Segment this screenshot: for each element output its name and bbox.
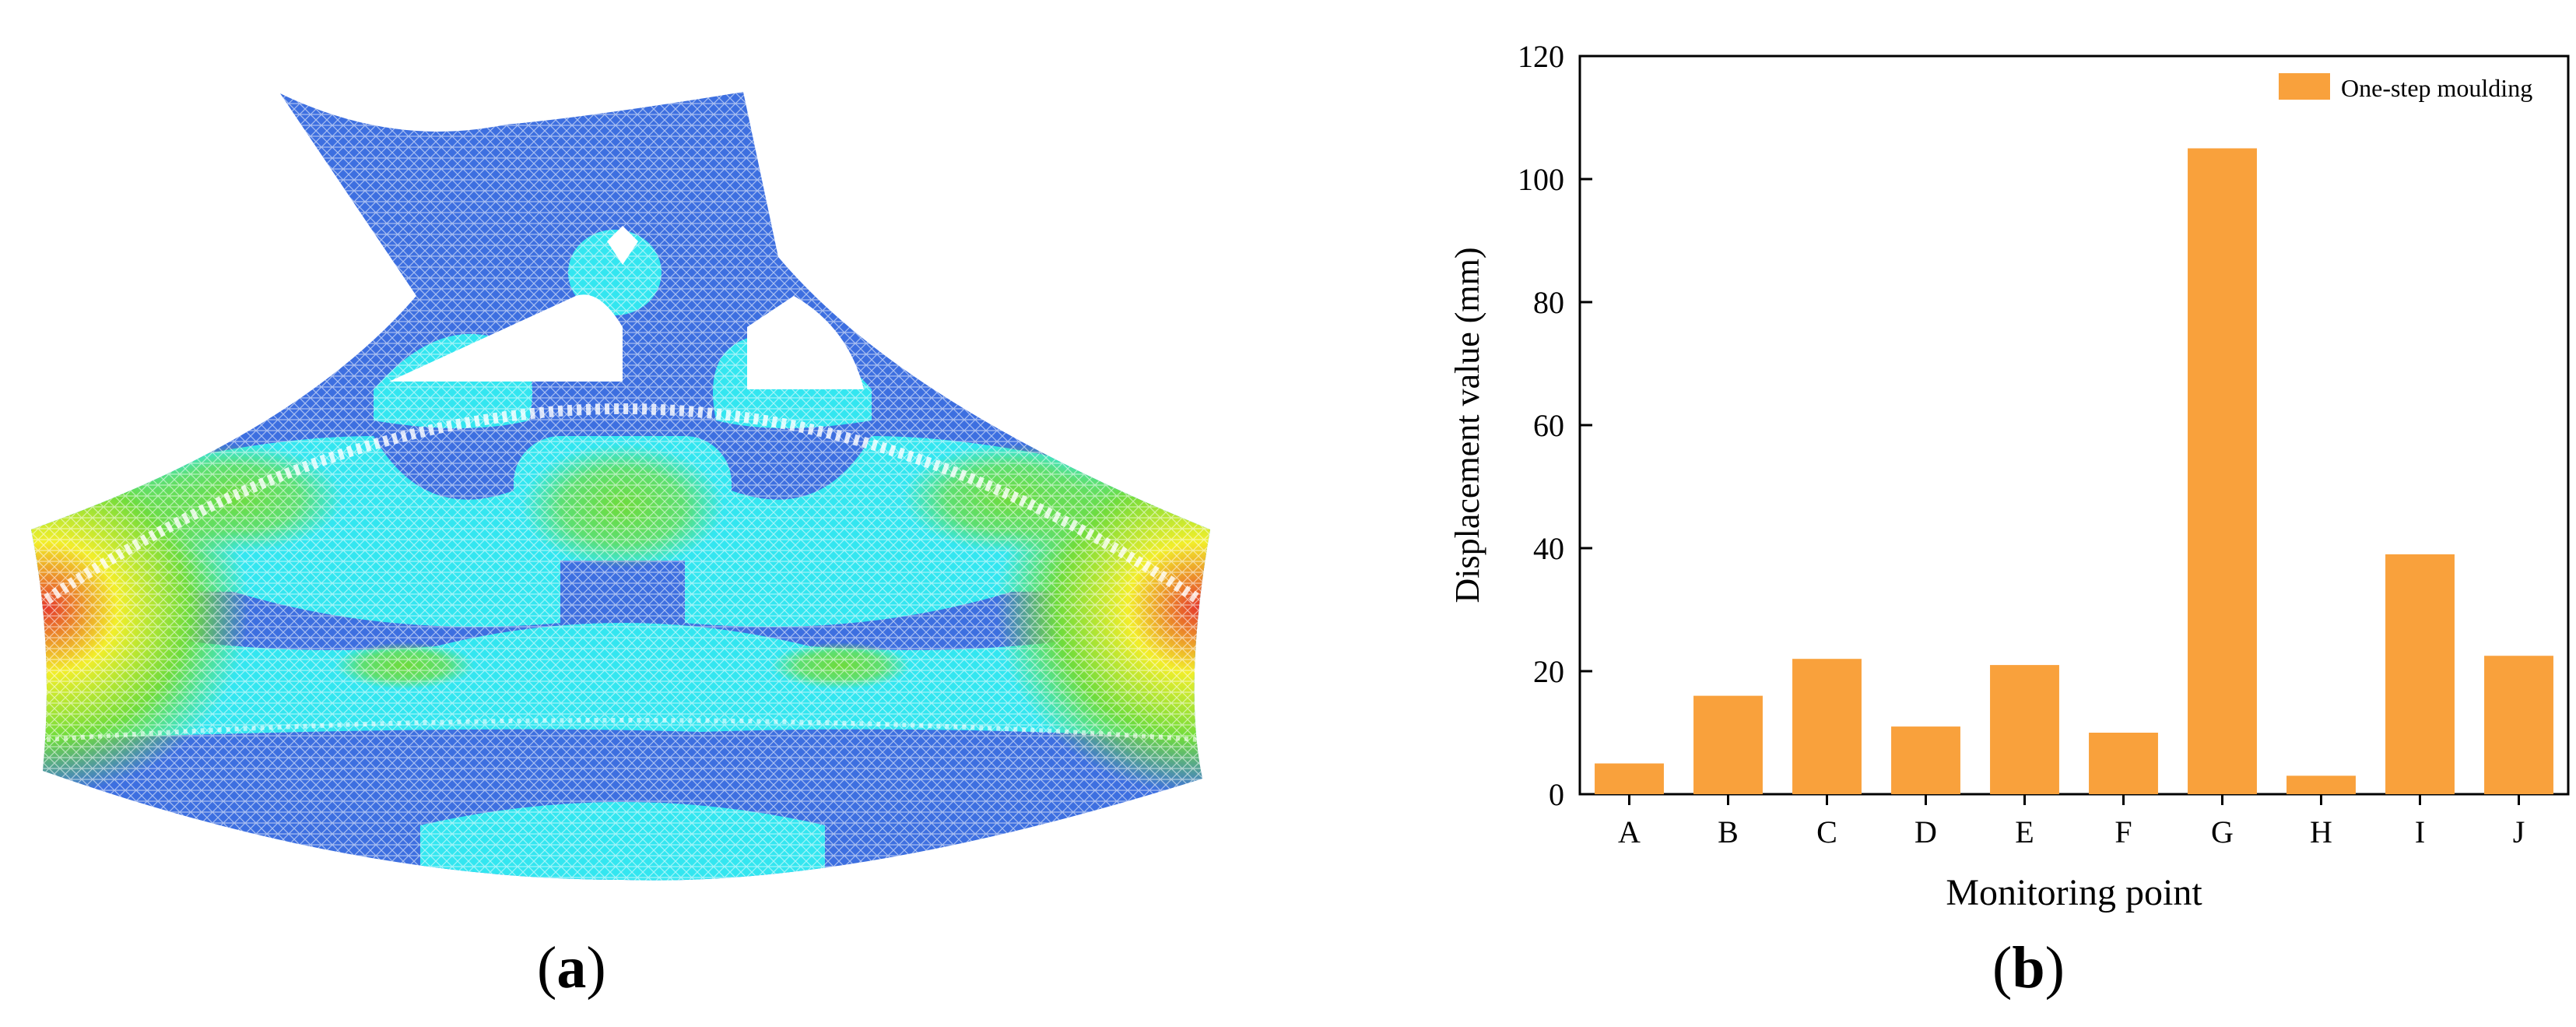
legend-label: One-step moulding [2341, 74, 2532, 102]
panel-label-b: (b) [1992, 935, 2065, 1001]
chart-axes: 0 20 40 60 80 100 120 A B C D E F G H I J [1518, 39, 2570, 849]
x-tick-label-E: E [2015, 814, 2034, 849]
bar-G [2188, 148, 2257, 794]
y-tick-label-0: 0 [1549, 777, 1564, 812]
y-tick-label-40: 40 [1533, 531, 1564, 566]
x-tick-label-I: I [2415, 814, 2425, 849]
bar-chart-panel: 0 20 40 60 80 100 120 A B C D E F G H I J One-step mould… [1370, 0, 2576, 1027]
bar-B [1693, 695, 1763, 794]
x-tick-label-H: H [2310, 814, 2332, 849]
x-tick-label-F: F [2114, 814, 2132, 849]
bar-A [1595, 763, 1664, 794]
panel-label-a: (a) [537, 935, 606, 1001]
bar-C [1792, 659, 1862, 794]
legend-swatch [2279, 73, 2330, 100]
bar-E [1990, 665, 2059, 794]
y-axis-label: Displacement value (mm) [1448, 248, 1486, 603]
bar-J [2484, 656, 2553, 794]
x-tick-label-C: C [1816, 814, 1837, 849]
y-tick-label-20: 20 [1533, 654, 1564, 689]
bar-F [2089, 733, 2158, 794]
y-tick-label-80: 80 [1533, 285, 1564, 320]
y-tick-label-100: 100 [1518, 162, 1564, 197]
x-tick-label-J: J [2513, 814, 2525, 849]
x-axis-label: Monitoring point [1946, 872, 2202, 913]
x-tick-label-D: D [1914, 814, 1937, 849]
bar-H [2286, 776, 2356, 794]
chart-legend: One-step moulding [2279, 73, 2532, 102]
contour-field [31, 92, 1210, 881]
bar-D [1891, 726, 1960, 794]
x-tick-label-A: A [1618, 814, 1641, 849]
displacement-bar-chart: 0 20 40 60 80 100 120 A B C D E F G H I J One-step mould… [1448, 39, 2570, 913]
displacement-contour-plot [31, 92, 1210, 881]
x-tick-label-G: G [2211, 814, 2234, 849]
bar-I [2385, 554, 2455, 794]
chart-bars [1595, 148, 2553, 794]
x-tick-label-B: B [1718, 814, 1739, 849]
y-tick-label-60: 60 [1533, 408, 1564, 443]
y-tick-label-120: 120 [1518, 39, 1564, 74]
contour-panel [0, 0, 1245, 1027]
